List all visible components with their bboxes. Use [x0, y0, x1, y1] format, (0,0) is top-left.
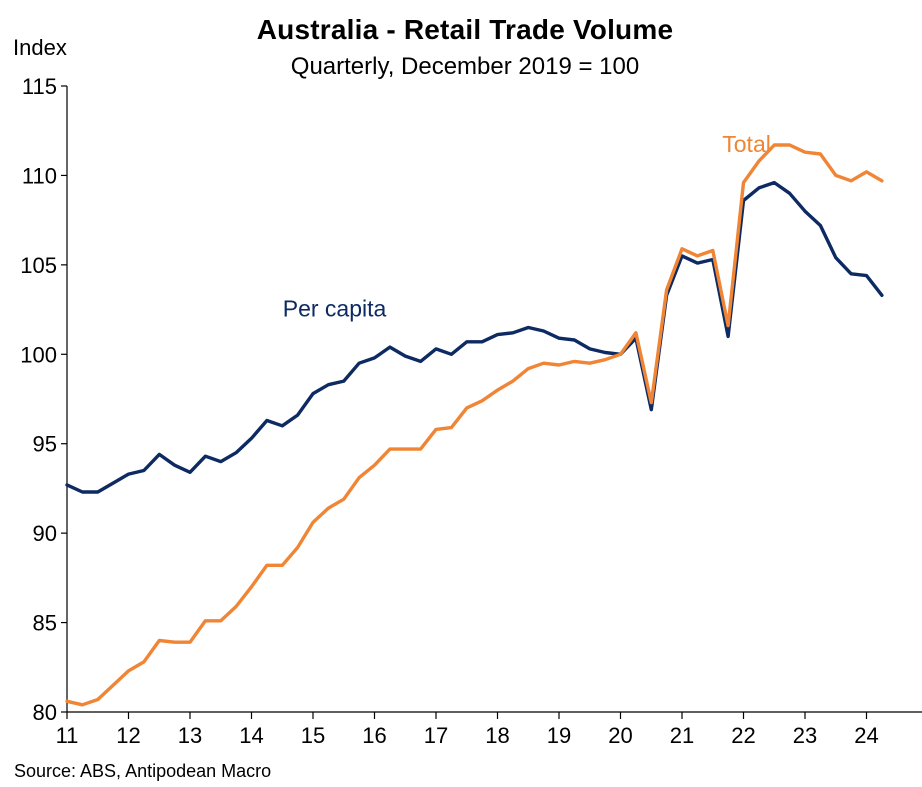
y-tick-label: 110 [22, 163, 57, 188]
x-tick-label: 17 [424, 723, 448, 748]
x-tick-label: 15 [301, 723, 325, 748]
chart-subtitle: Quarterly, December 2019 = 100 [290, 53, 640, 80]
series-line-total [65, 143, 884, 707]
series-line-per-capita [65, 180, 884, 494]
x-tick-label: 13 [178, 723, 202, 748]
x-tick-label: 14 [239, 723, 263, 748]
y-tick-label: 80 [33, 700, 57, 725]
x-tick-label: 18 [485, 723, 509, 748]
y-tick-label: 95 [33, 432, 57, 457]
x-tick-label: 20 [608, 723, 632, 748]
source-note: Source: ABS, Antipodean Macro [14, 761, 272, 781]
y-axis-label: Index [13, 35, 67, 60]
x-tick-label: 23 [793, 723, 817, 748]
x-tick-label: 24 [854, 723, 878, 748]
y-tick-label: 100 [20, 342, 57, 367]
series-label-per-capita: Per capita [283, 296, 387, 322]
chart-title: Australia - Retail Trade Volume [256, 14, 674, 45]
y-tick-label: 90 [33, 521, 57, 546]
y-tick-label: 115 [22, 74, 57, 99]
x-tick-label: 11 [56, 723, 79, 748]
x-tick-label: 21 [670, 723, 694, 748]
x-tick-label: 16 [362, 723, 386, 748]
y-tick-label: 85 [33, 611, 57, 636]
series-label-total: Total [722, 131, 771, 157]
y-tick-label: 105 [20, 253, 57, 278]
x-tick-label: 12 [116, 723, 140, 748]
x-tick-label: 19 [547, 723, 571, 748]
x-tick-label: 22 [731, 723, 755, 748]
